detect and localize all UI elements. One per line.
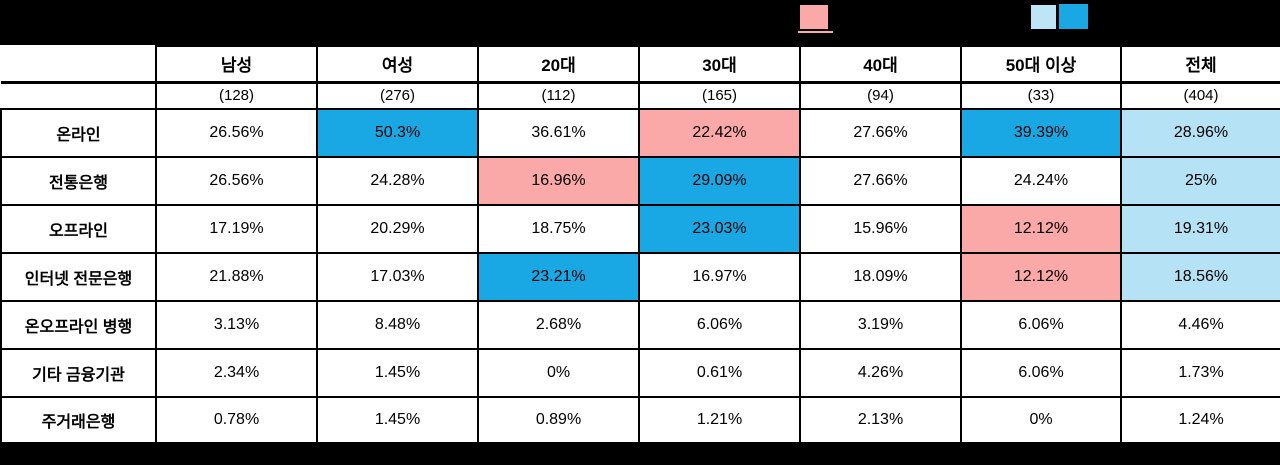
- row-label: 기타 금융기관: [0, 348, 157, 398]
- row-label: 전통은행: [0, 156, 157, 206]
- data-cell: 50.3%: [316, 108, 479, 158]
- data-cell: 12.12%: [960, 252, 1122, 302]
- row-label: 온라인: [0, 108, 157, 158]
- row-label: 인터넷 전문은행: [0, 252, 157, 302]
- data-cell: 1.73%: [1120, 348, 1280, 398]
- data-cell: 26.56%: [155, 108, 318, 158]
- data-cell: 27.66%: [799, 108, 962, 158]
- data-cell: 2.34%: [155, 348, 318, 398]
- column-count: (276): [316, 81, 479, 110]
- legend-blue-swatch-icon: [1059, 4, 1088, 29]
- data-cell: 22.42%: [638, 108, 801, 158]
- data-cell: 16.96%: [477, 156, 640, 206]
- data-cell: 19.31%: [1120, 204, 1280, 254]
- data-cell: 26.56%: [155, 156, 318, 206]
- data-cell: 0.78%: [155, 396, 318, 446]
- data-cell: 17.19%: [155, 204, 318, 254]
- table-row-online: 온라인 26.56% 50.3% 36.61% 22.42% 27.66% 39…: [0, 108, 1280, 158]
- corner-cell: [1, 46, 157, 84]
- column-header-total: 전체: [1120, 45, 1280, 84]
- data-cell: 21.88%: [155, 252, 318, 302]
- data-cell: 24.28%: [316, 156, 479, 206]
- column-count: (165): [638, 81, 801, 110]
- data-cell: 25%: [1120, 156, 1280, 206]
- data-cell: 3.13%: [155, 300, 318, 350]
- column-count: (94): [799, 81, 962, 110]
- data-cell: 6.06%: [960, 348, 1122, 398]
- base-counts-row: (128) (276) (112) (165) (94) (33) (404): [1, 81, 1280, 110]
- row-label: 온오프라인 병행: [0, 300, 157, 350]
- data-cell: 15.96%: [799, 204, 962, 254]
- column-header-20s: 20대: [477, 45, 640, 84]
- column-header-male: 남성: [155, 45, 318, 84]
- data-cell: 18.09%: [799, 252, 962, 302]
- data-cell: 17.03%: [316, 252, 479, 302]
- legend-pink-swatch-icon: [800, 5, 828, 29]
- crosstab-table: 남성 여성 20대 30대 40대 50대 이상 전체 (128) (276) …: [0, 45, 1280, 448]
- data-cell: 1.45%: [316, 396, 479, 446]
- table-row-other-financial: 기타 금융기관 2.34% 1.45% 0% 0.61% 4.26% 6.06%…: [0, 348, 1280, 398]
- data-cell: 2.13%: [799, 396, 962, 446]
- title-bar: [0, 0, 1280, 45]
- data-cell: 2.68%: [477, 300, 640, 350]
- legend-lightblue-swatch-icon: [1031, 5, 1056, 29]
- table-row-on-offline-both: 온오프라인 병행 3.13% 8.48% 2.68% 6.06% 3.19% 6…: [0, 300, 1280, 350]
- data-cell: 18.75%: [477, 204, 640, 254]
- data-cell: 39.39%: [960, 108, 1122, 158]
- data-cell: 1.21%: [638, 396, 801, 446]
- column-header-30s: 30대: [638, 45, 801, 84]
- legend-pink-underline: [798, 31, 833, 33]
- data-cell: 12.12%: [960, 204, 1122, 254]
- data-cell: 1.45%: [316, 348, 479, 398]
- data-cell: 18.56%: [1120, 252, 1280, 302]
- table-row-offline: 오프라인 17.19% 20.29% 18.75% 23.03% 15.96% …: [0, 204, 1280, 254]
- column-header-40s: 40대: [799, 45, 962, 84]
- row-label: 오프라인: [0, 204, 157, 254]
- corner-cell: [1, 82, 157, 110]
- data-cell: 3.19%: [799, 300, 962, 350]
- data-cell: 16.97%: [638, 252, 801, 302]
- data-cell: 36.61%: [477, 108, 640, 158]
- data-cell: 0%: [477, 348, 640, 398]
- data-cell: 4.26%: [799, 348, 962, 398]
- column-count: (33): [960, 81, 1122, 110]
- data-cell: 6.06%: [960, 300, 1122, 350]
- header-row: 남성 여성 20대 30대 40대 50대 이상 전체: [1, 45, 1280, 84]
- data-cell: 1.24%: [1120, 396, 1280, 446]
- data-cell: 0%: [960, 396, 1122, 446]
- column-header-50plus: 50대 이상: [960, 45, 1122, 84]
- data-cell: 6.06%: [638, 300, 801, 350]
- data-cell: 23.21%: [477, 252, 640, 302]
- data-cell: 4.46%: [1120, 300, 1280, 350]
- column-count: (404): [1120, 81, 1280, 110]
- data-cell: 0.61%: [638, 348, 801, 398]
- data-cell: 23.03%: [638, 204, 801, 254]
- table-row-main-bank: 주거래은행 0.78% 1.45% 0.89% 1.21% 2.13% 0% 1…: [0, 396, 1280, 446]
- column-count: (128): [155, 81, 318, 110]
- data-cell: 27.66%: [799, 156, 962, 206]
- row-label: 주거래은행: [0, 396, 157, 446]
- column-count: (112): [477, 81, 640, 110]
- column-header-female: 여성: [316, 45, 479, 84]
- data-cell: 24.24%: [960, 156, 1122, 206]
- data-cell: 20.29%: [316, 204, 479, 254]
- data-cell: 29.09%: [638, 156, 801, 206]
- data-cell: 0.89%: [477, 396, 640, 446]
- data-cell: 8.48%: [316, 300, 479, 350]
- data-cell: 28.96%: [1120, 108, 1280, 158]
- table-row-internet-bank: 인터넷 전문은행 21.88% 17.03% 23.21% 16.97% 18.…: [0, 252, 1280, 302]
- table-row-traditional-bank: 전통은행 26.56% 24.28% 16.96% 29.09% 27.66% …: [0, 156, 1280, 206]
